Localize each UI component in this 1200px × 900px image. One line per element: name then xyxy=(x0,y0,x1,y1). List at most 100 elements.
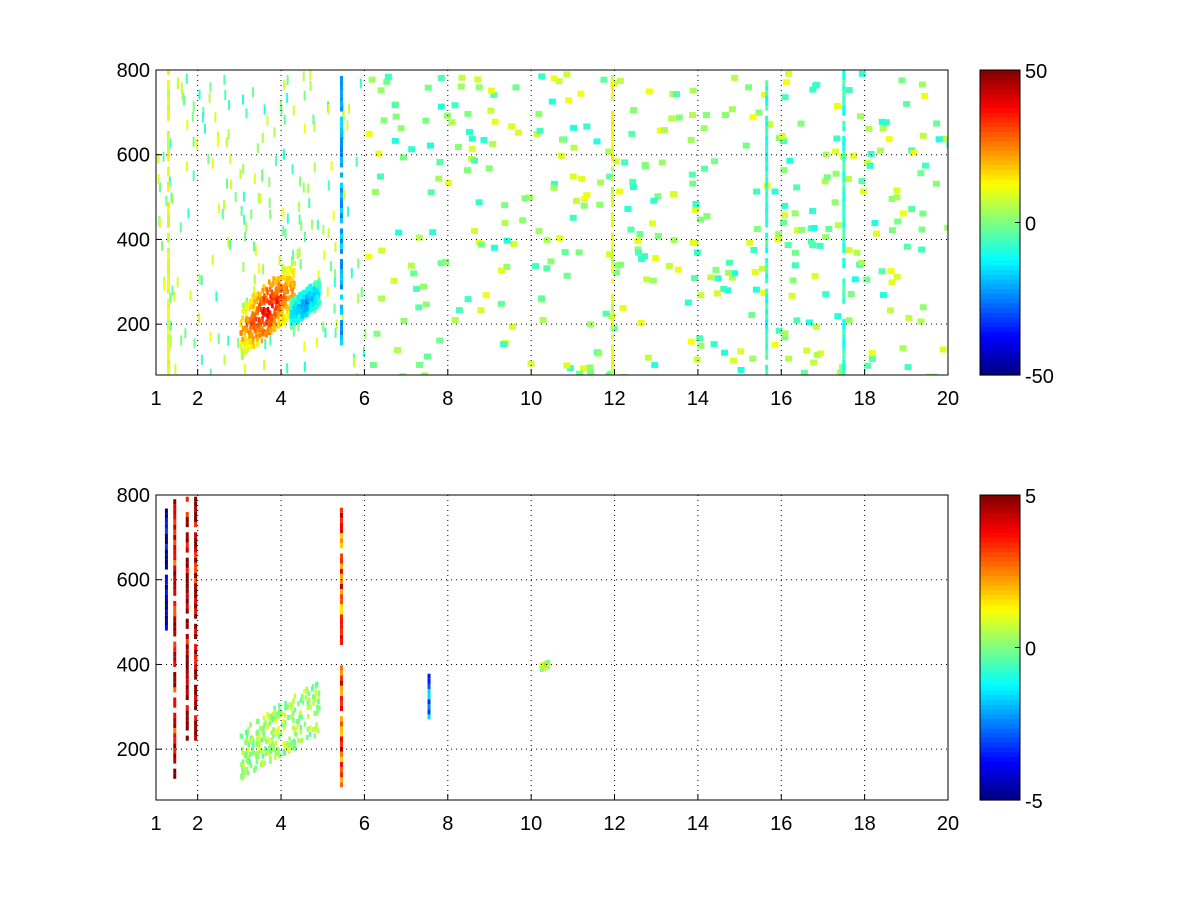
blob-cell xyxy=(299,697,303,703)
band-cell xyxy=(610,151,614,157)
band-cell xyxy=(339,233,343,239)
x-tick-label: 8 xyxy=(442,813,453,835)
band-cell xyxy=(167,359,171,365)
band-cell xyxy=(765,141,769,147)
band-cell xyxy=(610,242,614,248)
heatmap-cell xyxy=(809,86,817,93)
band-cell xyxy=(173,499,177,505)
band-cell xyxy=(610,253,614,259)
heatmap-cell xyxy=(163,281,166,292)
band-cell xyxy=(167,329,171,335)
heatmap-cell xyxy=(559,136,567,143)
heatmap-cell xyxy=(887,268,895,275)
band-cell xyxy=(339,91,343,97)
blob-cell xyxy=(268,286,272,292)
heatmap-cell xyxy=(362,346,365,357)
colorbar-segment xyxy=(980,599,1020,606)
band-cell xyxy=(339,304,343,310)
blob-cell xyxy=(258,744,261,750)
band-cell xyxy=(173,524,177,530)
colorbar-segment xyxy=(980,284,1020,290)
heatmap-cell xyxy=(364,328,367,339)
heatmap-cell xyxy=(198,274,201,285)
heatmap-cell xyxy=(242,261,245,272)
heatmap-cell xyxy=(392,113,400,120)
blob-cell xyxy=(261,329,265,335)
blob-cell xyxy=(259,300,262,306)
band-cell xyxy=(164,523,168,529)
band-cell xyxy=(339,533,343,539)
heatmap-cell xyxy=(397,125,405,132)
blob-cell xyxy=(239,321,243,327)
band-cell xyxy=(339,558,343,564)
heatmap-cell xyxy=(834,222,842,229)
colorbar-segment xyxy=(980,776,1020,782)
colorbar-segment xyxy=(980,265,1020,271)
blob-cell xyxy=(284,705,287,711)
band-cell xyxy=(842,197,846,203)
colorbar-segment xyxy=(980,556,1020,563)
band-cell xyxy=(842,293,846,299)
blob-cell xyxy=(264,746,267,752)
blob-cell xyxy=(313,288,316,294)
band-cell xyxy=(185,583,189,589)
blob-cell xyxy=(241,750,245,756)
blob-cell xyxy=(278,276,282,282)
heatmap-cell xyxy=(377,87,385,94)
band-cell xyxy=(164,574,168,580)
blob-cell xyxy=(268,746,271,752)
heatmap-cell xyxy=(700,125,708,132)
band-cell xyxy=(765,197,769,203)
heatmap-cell xyxy=(242,94,245,105)
band-cell xyxy=(194,715,198,721)
blob-cell xyxy=(264,308,267,314)
colorbar-segment xyxy=(980,542,1020,549)
heatmap-cell xyxy=(670,237,678,244)
band-cell xyxy=(339,269,343,275)
blob-cell xyxy=(317,283,321,289)
colorbar-segment xyxy=(980,184,1020,190)
band-cell xyxy=(173,560,177,566)
band-cell xyxy=(339,243,343,249)
band-cell xyxy=(194,547,198,553)
heatmap-cell xyxy=(656,127,664,134)
colorbar-segment xyxy=(980,117,1020,124)
heatmap-cell xyxy=(181,89,184,100)
band-cell xyxy=(173,773,177,779)
band-cell xyxy=(842,90,846,96)
blob-cell xyxy=(304,306,307,312)
blob-cell xyxy=(282,270,286,276)
heatmap-cell xyxy=(703,213,711,220)
blob-cell xyxy=(249,298,252,304)
blob-cell xyxy=(298,306,301,312)
colorbar-tick-label: 50 xyxy=(1025,61,1047,83)
blob-cell xyxy=(245,322,249,328)
band-cell xyxy=(765,217,769,223)
heatmap-cell xyxy=(350,268,353,279)
band-cell xyxy=(765,186,769,192)
heatmap-cell xyxy=(157,153,160,164)
blob-cell xyxy=(246,740,250,746)
heatmap-cell xyxy=(324,327,327,338)
heatmap-cell xyxy=(243,363,246,374)
heatmap-cell xyxy=(216,136,219,147)
blob-cell xyxy=(252,324,256,330)
heatmap-cell xyxy=(464,296,472,303)
heatmap-cell xyxy=(771,188,779,195)
heatmap-cell xyxy=(356,372,359,375)
band-cell xyxy=(339,761,343,767)
blob-cell xyxy=(263,292,266,298)
band-cell xyxy=(842,181,846,187)
blob-cell xyxy=(292,725,295,731)
blob-cell xyxy=(263,331,267,337)
x-tick-label: 10 xyxy=(520,813,542,835)
band-cell xyxy=(610,354,614,360)
heatmap-cell xyxy=(251,87,254,98)
band-cell xyxy=(185,603,189,609)
band-cell xyxy=(339,512,343,518)
band-cell xyxy=(610,364,614,370)
heatmap-cell xyxy=(539,317,547,324)
colorbar-segment xyxy=(980,499,1020,506)
heatmap-cell xyxy=(333,277,336,288)
